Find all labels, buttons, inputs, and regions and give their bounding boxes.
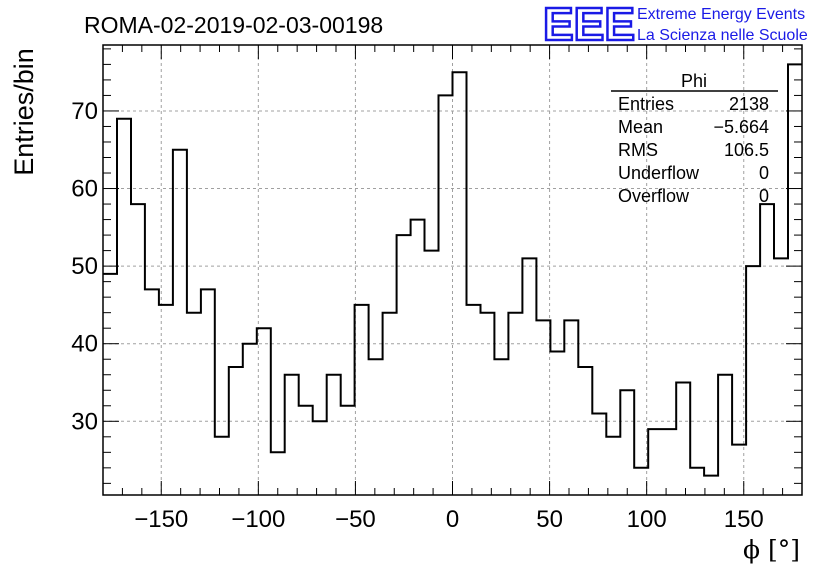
y-tick-label: 60 xyxy=(71,176,98,203)
stats-box: Phi Entries 2138 Mean −5.664 RMS 106.5 Underfl… xyxy=(611,71,778,206)
x-tick-label: 0 xyxy=(446,506,459,533)
x-tick-labels: −150 −100 −50 0 50 100 150 xyxy=(134,506,764,533)
stats-label: Entries xyxy=(618,94,674,114)
grid-lines xyxy=(103,45,802,495)
x-tick-label: 150 xyxy=(724,506,764,533)
axis-ticks xyxy=(102,45,803,495)
y-tick-label: 70 xyxy=(71,98,98,125)
y-tick-labels: 30 40 50 60 70 xyxy=(71,98,98,435)
stats-value: 106.5 xyxy=(724,140,769,160)
histogram-line xyxy=(103,63,802,477)
stats-value: 0 xyxy=(759,163,769,183)
logo-line-2: La Scienza nelle Scuole xyxy=(637,27,808,44)
x-tick-label: −100 xyxy=(231,506,285,533)
stats-label: RMS xyxy=(618,140,658,160)
logo-line-1: Extreme Energy Events xyxy=(637,6,805,23)
stats-label: Mean xyxy=(618,117,663,137)
y-tick-label: 40 xyxy=(71,331,98,358)
y-tick-label: 30 xyxy=(71,408,98,435)
stats-value: 0 xyxy=(759,186,769,206)
x-tick-label: 100 xyxy=(627,506,667,533)
y-axis-label: Entries/bin xyxy=(9,48,39,176)
eee-logo: EEE xyxy=(543,0,635,50)
chart-title: ROMA-02-2019-02-03-00198 xyxy=(84,12,383,38)
y-tick-label: 50 xyxy=(71,253,98,280)
stats-value: 2138 xyxy=(729,94,769,114)
stats-title: Phi xyxy=(681,71,707,91)
x-tick-label: −150 xyxy=(134,506,188,533)
stats-value: −5.664 xyxy=(713,117,769,137)
stats-label: Overflow xyxy=(618,186,690,206)
x-axis-label: ϕ [°] xyxy=(743,535,800,564)
x-tick-label: −50 xyxy=(335,506,376,533)
stats-rows: Entries 2138 Mean −5.664 RMS 106.5 Underflow 0 O… xyxy=(618,94,769,206)
x-tick-label: 50 xyxy=(536,506,563,533)
stats-label: Underflow xyxy=(618,163,700,183)
